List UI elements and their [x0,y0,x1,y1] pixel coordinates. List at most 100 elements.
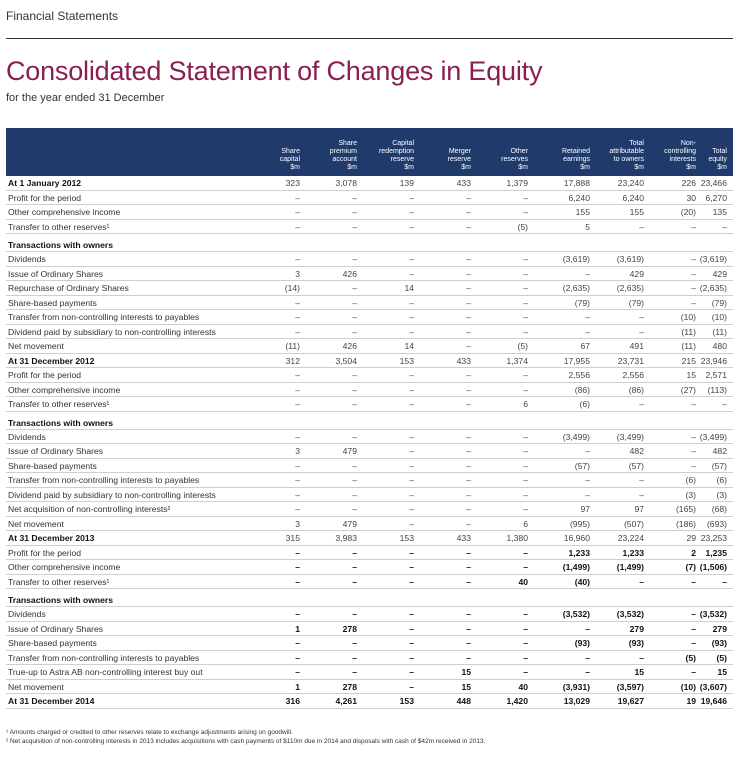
column-header-line: Non- [680,140,696,147]
table-cell: 278 [342,623,357,634]
table-row: At 31 December 2013 315 3,983 153 433 1,380 16… [6,531,733,546]
row-label: Issue of Ordinary Shares [8,623,104,634]
table-cell: – [409,489,414,500]
table-cell: – [409,652,414,663]
table-cell: – [466,475,471,485]
table-cell: (1,499) [562,562,590,572]
table-row: Share-based payments – – – – – (79) (79) – (79) [6,296,733,310]
table-cell: (79) [628,297,644,308]
table-row: At 1 January 2012 323 3,078 139 433 1,379 17,8… [6,176,733,191]
table-cell: 15 [461,667,471,677]
row-label: Other comprehensive income [8,207,121,217]
table-cell: – [691,297,696,308]
table-cell: (5) [517,341,528,351]
table-cell: – [409,431,414,442]
table-cell: 215 [681,355,696,366]
table-cell: – [466,576,471,587]
table-cell: – [466,207,471,217]
table-cell: 480 [712,341,727,351]
table-row: Net movement (11) 426 14 – (5) 67 491 (11) 480 [6,339,733,354]
table-cell: – [352,547,357,558]
table-cell: 155 [575,207,590,217]
table-cell: (11) [681,326,696,337]
row-label: Net movement [8,518,64,529]
table-cell: – [466,460,471,471]
table-cell: (3,607) [699,681,727,692]
table-cell: 6 [523,399,528,409]
table-cell: 6 [523,518,528,529]
table-cell: – [523,326,528,337]
row-label: Dividends [8,254,46,264]
table-cell: – [352,562,357,572]
table-cell: – [691,399,696,409]
column-header-line: redemption [378,148,414,155]
table-row: Transfer to other reserves¹ – – – – 40 (40) – – – [6,575,733,589]
row-label: Repurchase of Ordinary Shares [8,283,129,293]
table-cell: (68) [711,504,727,514]
table-cell: 23,224 [617,533,644,543]
table-cell: – [639,399,644,409]
table-cell: – [523,562,528,572]
table-cell: – [691,446,696,456]
table-cell: – [409,297,414,308]
row-label: At 31 December 2012 [8,355,95,366]
table-row: Profit for the period – – – – – 2,556 2,556 15 2,… [6,368,733,383]
column-header-line: Total [629,140,644,147]
table-cell: 3 [295,446,300,456]
table-cell: – [585,623,590,634]
column-header-line: reserve [447,156,471,163]
table-cell: – [409,638,414,648]
table-cell: – [466,562,471,572]
table-cell: – [523,547,528,558]
table-cell: – [409,681,414,692]
row-label: Net movement [8,681,64,692]
column-header: Merger reserve $m [415,148,471,172]
table-row: Share-based payments – – – – – (57) (57) – (57) [6,459,733,473]
table-cell: – [639,489,644,500]
table-cell: (6) [716,475,727,485]
table-cell: 15 [717,667,727,677]
table-cell: 433 [456,178,471,188]
column-header-line: reserve [390,156,414,163]
table-cell: – [722,221,727,232]
column-header-line: Share [338,140,357,147]
column-header-line: $m [717,164,727,171]
table-cell: – [409,326,414,337]
table-cell: – [691,431,696,442]
table-cell: (3,619) [562,254,590,264]
table-row: Transfer to other reserves¹ – – – – (5) 5 – – – [6,220,733,234]
table-cell: 15 [461,681,471,692]
table-cell: 448 [456,696,471,706]
table-cell: – [409,609,414,619]
row-label: Profit for the period [8,192,82,203]
table-row: Dividends – – – – – (3,619) (3,619) – (3,619) [6,252,733,267]
table-cell: – [691,667,696,677]
row-label: Net acquisition of non-controlling inter… [8,504,171,514]
column-header-line: Total [712,148,727,155]
table-cell: – [352,399,357,409]
table-cell: 279 [712,623,727,634]
table-cell: – [722,399,727,409]
table-cell: 15 [634,667,644,677]
table-cell: – [466,384,471,395]
table-cell: (3) [685,489,696,500]
table-cell: – [352,326,357,337]
table-cell: (11) [712,326,727,337]
row-label: True-up to Astra AB non-controlling inte… [8,667,203,677]
table-cell: 135 [712,207,727,217]
footnotes: ¹ Amounts charged or credited to other r… [6,728,485,746]
table-cell: (113) [707,384,727,395]
table-cell: 312 [285,355,300,366]
table-cell: – [352,431,357,442]
table-cell: 23,731 [617,355,644,366]
row-label: Transfer from non-controlling interests … [8,312,200,322]
table-row: Dividend paid by subsidiary to non-contr… [6,488,733,502]
table-cell: 15 [686,370,696,380]
table-cell: (86) [574,384,590,395]
row-label: Profit for the period [8,370,82,380]
table-cell: – [466,192,471,203]
table-cell: (3,532) [616,609,644,619]
table-cell: – [523,370,528,380]
table-cell: (5) [716,652,727,663]
table-cell: 1,380 [506,533,528,543]
